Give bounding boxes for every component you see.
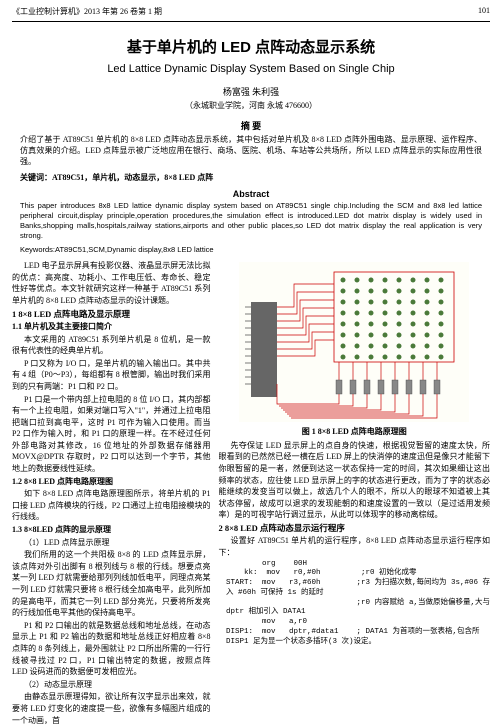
right-column: 图 1 8×8 LED 点阵电路原理图 先夺保证 LED 显示屏上的点自身的快速…: [218, 260, 490, 727]
keywords-english: Keywords:AT89C51,SCM,Dynamic display,8x8…: [0, 243, 502, 256]
circuit-figure: [239, 262, 469, 422]
para: 如下 8×8 LED 点阵电路原理图所示，将单片机的 P1 口接 LED 点阵模…: [12, 488, 210, 523]
para: 本文采用的 AT89C51 系列单片机是 8 位机，是一款很有代表性的经典单片机…: [12, 334, 210, 357]
header-rule: [12, 21, 490, 22]
heading-2: 1.1 单片机及其主要接口简介: [12, 321, 210, 333]
figure-caption: 图 1 8×8 LED 点阵电路原理图: [218, 426, 490, 438]
keywords-chinese: 关键词：AT89C51，单片机，动态显示，8×8 LED 点阵: [0, 170, 502, 185]
para: （2）动态显示原理: [12, 679, 210, 691]
para: 由静态显示原理得知，欲让所有汉字显示出来效，就要将 LED 灯变化的速度提一些，…: [12, 691, 210, 726]
affiliation: （永城职业学院，河南 永城 476600）: [0, 100, 502, 111]
para: 我们所用的这一个共阳极 8×8 的 LED 点阵显示屏，该点阵对外引出脚有 8 …: [12, 549, 210, 619]
heading-2: 1.3 8×8LED 点阵的显示原理: [12, 524, 210, 536]
para: P1 口是一个带内部上拉电阻的 8 位 I/O 口，其内部都有一个上拉电阻，如果…: [12, 394, 210, 475]
journal-header: 《工业控制计算机》2013 年第 26 卷第 1 期: [12, 6, 162, 17]
abstract-english: This paper introduces 8x8 LED lattice dy…: [0, 199, 502, 244]
abstract-label-cn: 摘 要: [0, 119, 502, 132]
para: 设置好 AT89C51 单片机的运行程序，8×8 LED 点阵动态显示运行程序如…: [218, 535, 490, 558]
title-english: Led Lattice Dynamic Display System Based…: [0, 63, 502, 75]
abstract-label-en: Abstract: [0, 189, 502, 199]
para: P1 和 P2 口输出的就是数据总线和地址总线，在动态显示上 P1 和 P2 输…: [12, 620, 210, 678]
chip-icon: [251, 302, 277, 397]
page-number: 101: [478, 6, 490, 17]
para: 先夺保证 LED 显示屏上的点自身的快速，根据视觉暂留的速度太快，所眼看到的已然…: [218, 440, 490, 521]
code-block: org 00H kk: mov r0,#0h ;r0 初始化成零 START: …: [226, 560, 490, 648]
para: （1）LED 点阵显示原理: [12, 537, 210, 549]
para: P 口又称为 I/O 口，是单片机的输入输出口。其中共有 4 组（P0～P3），…: [12, 358, 210, 393]
heading-1: 2 8×8 LED 点阵动态显示运行程序: [218, 522, 490, 534]
left-column: LED 电子显示屏具有投影仪器、液晶显示屏无法比拟的优点：高亮度、功耗小、工作电…: [12, 260, 210, 727]
para: LED 电子显示屏具有投影仪器、液晶显示屏无法比拟的优点：高亮度、功耗小、工作电…: [12, 260, 210, 306]
authors: 杨富强 朱利强: [0, 85, 502, 98]
abstract-chinese: 介绍了基于 AT89C51 单片机的 8×8 LED 点阵动态显示系统，其中包括…: [0, 132, 502, 170]
heading-2: 1.2 8×8 LED 点阵电路原理图: [12, 476, 210, 488]
heading-1: 1 8×8 LED 点阵电路及显示原理: [12, 308, 210, 320]
title-chinese: 基于单片机的 LED 点阵动态显示系统: [0, 36, 502, 57]
